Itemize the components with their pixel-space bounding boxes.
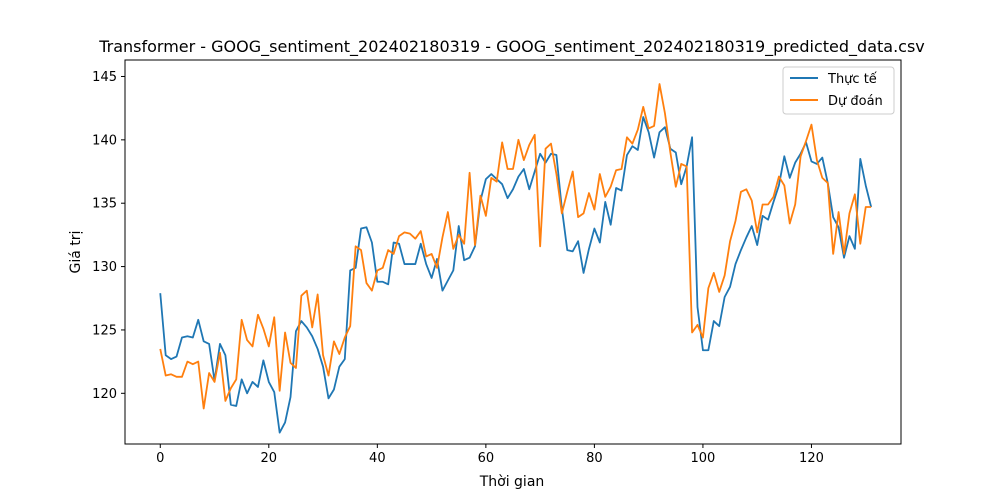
series-line-predicted (159, 83, 872, 410)
x-tick-label: 100 (691, 451, 716, 466)
x-tick-label: 40 (369, 451, 386, 466)
legend-label-actual: Thực tế (827, 72, 877, 87)
x-tick-label: 20 (261, 451, 278, 466)
x-axis-label: Thời gian (479, 474, 545, 490)
y-tick-label: 125 (92, 323, 117, 338)
series-layer (159, 83, 873, 434)
x-tick-label: 0 (156, 451, 164, 466)
y-axis-label: Giá trị (68, 231, 84, 274)
y-tick-label: 130 (92, 260, 117, 275)
y-tick-label: 140 (92, 133, 117, 148)
y-tick-label: 120 (92, 387, 117, 402)
plot-area (124, 59, 902, 445)
legend: Thực tế Dự đoán (782, 66, 895, 115)
x-tick-label: 60 (478, 451, 495, 466)
x-axis-ticks: 0 20 40 60 80 100 120 (156, 444, 824, 466)
y-axis-ticks: 120 125 130 135 140 145 (92, 70, 125, 402)
chart-title: Transformer - GOOG_sentiment_20240218031… (98, 37, 925, 57)
axes-frame (124, 59, 902, 445)
y-tick-label: 135 (92, 197, 117, 212)
legend-label-predicted: Dự đoán (828, 94, 883, 109)
series-line-actual (159, 116, 873, 434)
x-tick-label: 80 (586, 451, 603, 466)
y-tick-label: 145 (92, 70, 117, 85)
x-tick-label: 120 (799, 451, 824, 466)
